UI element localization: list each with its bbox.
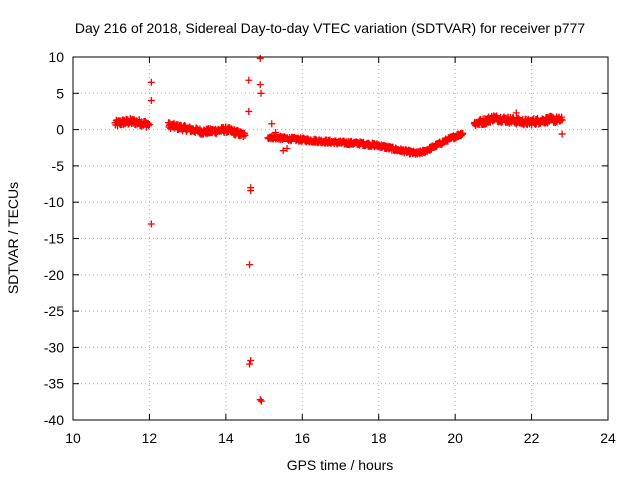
- x-tick-label: 14: [218, 430, 234, 446]
- y-tick-label: -20: [44, 267, 64, 283]
- x-tick-label: 20: [447, 430, 463, 446]
- x-tick-label: 12: [142, 430, 158, 446]
- y-tick-label: 10: [48, 49, 64, 65]
- outlier-point: [512, 109, 520, 117]
- y-axis-label: SDTVAR / TECUs: [5, 182, 21, 294]
- outlier-point: [268, 120, 276, 128]
- data-points: [111, 54, 566, 405]
- outlier-point: [246, 261, 254, 269]
- data-point: [241, 131, 249, 139]
- x-axis-label: GPS time / hours: [287, 457, 394, 473]
- outlier-point: [257, 89, 265, 97]
- y-tick-label: -30: [44, 339, 64, 355]
- chart-title: Day 216 of 2018, Sidereal Day-to-day VTE…: [75, 20, 585, 36]
- x-tick-label: 16: [294, 430, 310, 446]
- axis-ticks: 10 12 14 16 18 20 22 24 10 5 0 -5 -10 -15 -20 -25 -30 -35…: [44, 49, 616, 446]
- x-tick-label: 22: [524, 430, 540, 446]
- outlier-point: [246, 360, 254, 368]
- outlier-point: [272, 129, 280, 137]
- y-tick-label: -40: [44, 412, 64, 428]
- outlier-point: [247, 187, 255, 195]
- grid-lines: [73, 57, 608, 420]
- y-tick-label: -25: [44, 303, 64, 319]
- y-tick-label: -15: [44, 231, 64, 247]
- outlier-point: [256, 54, 264, 62]
- y-tick-label: -10: [44, 194, 64, 210]
- data-point: [558, 116, 566, 124]
- outlier-point: [283, 144, 291, 152]
- y-tick-label: -35: [44, 376, 64, 392]
- x-tick-label: 10: [65, 430, 81, 446]
- x-tick-label: 18: [371, 430, 387, 446]
- outlier-point: [247, 356, 255, 364]
- outlier-point: [245, 107, 253, 115]
- x-tick-label: 24: [600, 430, 616, 446]
- y-tick-label: -5: [52, 158, 65, 174]
- data-point: [145, 121, 153, 129]
- outlier-point: [147, 78, 155, 86]
- outlier-point: [256, 396, 264, 404]
- outlier-point: [256, 81, 264, 89]
- outlier-point: [558, 130, 566, 138]
- outlier-point: [279, 147, 287, 155]
- y-tick-label: 5: [56, 85, 64, 101]
- data-point: [459, 129, 467, 137]
- outlier-point: [245, 76, 253, 84]
- y-tick-label: 0: [56, 122, 64, 138]
- outlier-point: [147, 97, 155, 105]
- outlier-point: [257, 397, 265, 405]
- outlier-point: [147, 220, 155, 228]
